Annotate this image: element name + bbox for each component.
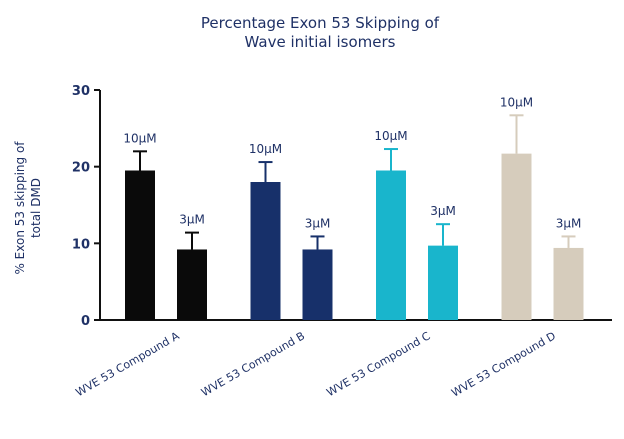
y-tick-label: 20 [72, 161, 90, 176]
x-tick-label: WVE 53 Compound A [74, 329, 182, 399]
chart-title-line-2: Wave initial isomers [244, 33, 396, 51]
data-label: 10µM [500, 95, 533, 109]
data-label: 3µM [305, 216, 331, 230]
chart-title: Percentage Exon 53 Skipping of Wave init… [120, 14, 520, 52]
bar [376, 170, 406, 320]
data-label: 10µM [123, 131, 156, 145]
y-tick-label: 30 [72, 84, 90, 99]
bar [501, 153, 532, 320]
y-tick-label: 0 [81, 314, 90, 329]
bar [250, 182, 281, 320]
chart-title-line-1: Percentage Exon 53 Skipping of [200, 14, 440, 32]
x-tick-label: WVE 53 Compound B [199, 329, 307, 399]
data-label: 3µM [430, 204, 456, 218]
bar [125, 170, 155, 320]
y-axis-label-line-1: % Exon 53 skipping of [13, 141, 27, 275]
plot-area: 0 10 20 30 10µM 3µM WVE 53 Compound A 10µM 3µM WV… [72, 84, 612, 400]
data-label: 3µM [556, 216, 582, 230]
bar [553, 247, 584, 320]
bar [428, 245, 458, 320]
data-label: 10µM [374, 129, 407, 143]
bar [177, 249, 207, 320]
x-tick-label: WVE 53 Compound D [449, 329, 558, 399]
x-tick-label: WVE 53 Compound C [324, 329, 432, 399]
bar [302, 249, 333, 320]
y-tick-label: 10 [72, 237, 90, 252]
data-label: 3µM [179, 213, 205, 227]
y-axis-label-line-2: total DMD [29, 178, 43, 238]
data-label: 10µM [249, 142, 282, 156]
